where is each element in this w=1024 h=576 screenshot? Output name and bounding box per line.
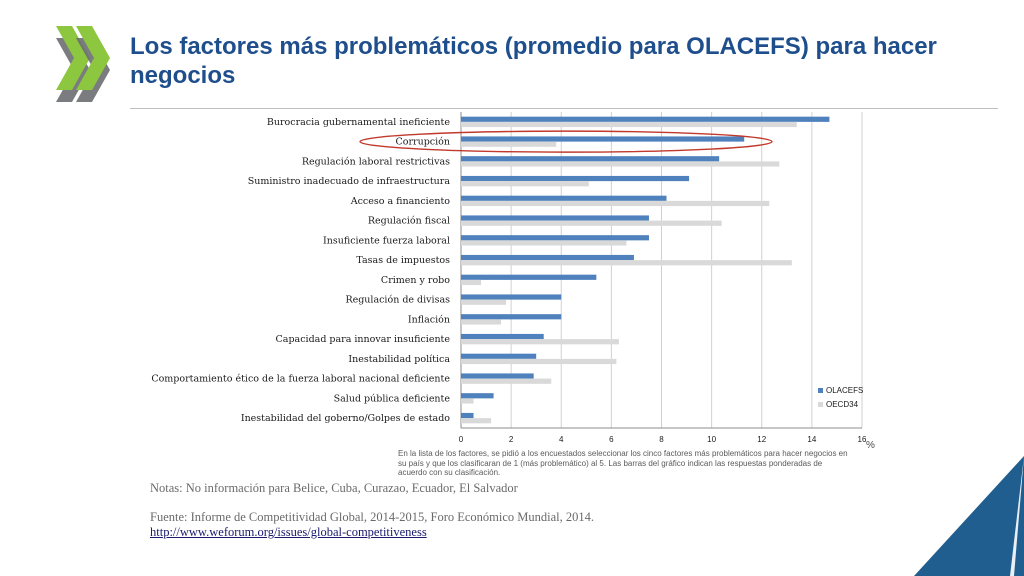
category-label: Inflación <box>408 314 450 325</box>
category-label: Tasas de impuestos <box>356 255 450 266</box>
bar-olacefs <box>461 195 667 201</box>
bar-oecd34 <box>461 339 619 345</box>
category-label: Inestabilidad del goberno/Golpes de esta… <box>241 413 450 424</box>
bar-oecd34 <box>461 121 797 128</box>
x-tick-label: 6 <box>609 435 614 444</box>
category-label: Comportamiento ético de la fuerza labora… <box>151 374 450 385</box>
category-label: Salud pública deficiente <box>334 393 451 404</box>
x-tick-label: 10 <box>707 435 716 444</box>
chart-footnote: En la lista de los factores, se pidió a … <box>398 449 848 478</box>
category-label: Insuficiente fuerza laboral <box>323 235 450 246</box>
bar-olacefs <box>461 254 634 261</box>
category-label: Inestabilidad política <box>348 354 450 365</box>
category-label: Crimen y robo <box>381 275 450 286</box>
page-title: Los factores más problemáticos (promedio… <box>130 33 937 89</box>
title-divider <box>130 108 998 109</box>
notes-block: Notas: No información para Belice, Cuba,… <box>150 481 850 540</box>
legend-swatch <box>818 402 823 407</box>
bar-olacefs <box>461 235 649 241</box>
category-label: Regulación fiscal <box>368 216 450 227</box>
category-label: Regulación de divisas <box>345 295 450 306</box>
bar-oecd34 <box>461 319 502 325</box>
bar-oecd34 <box>461 358 617 365</box>
corner-decoration <box>914 456 1024 576</box>
notes-text: Notas: No información para Belice, Cuba,… <box>150 481 518 495</box>
bar-olacefs <box>461 373 534 379</box>
x-tick-label: 4 <box>559 435 564 444</box>
x-tick-label: 2 <box>509 435 514 444</box>
legend-label: OECD34 <box>826 400 859 409</box>
legend-label: OLACEFS <box>826 386 863 395</box>
bar-olacefs <box>461 136 745 142</box>
x-tick-label: 8 <box>659 435 664 444</box>
logo-chevrons-icon <box>56 26 110 102</box>
bar-oecd34 <box>461 200 770 207</box>
legend-swatch <box>818 388 823 393</box>
bar-olacefs <box>461 156 720 162</box>
x-tick-label: 16 <box>858 435 867 444</box>
bar-oecd34 <box>461 260 792 266</box>
category-label: Burocracia gubernamental ineficiente <box>267 117 450 128</box>
bar-oecd34 <box>461 299 507 305</box>
category-label: Suministro inadecuado de infraestructura <box>248 176 451 187</box>
bar-oecd34 <box>461 279 482 286</box>
bar-oecd34 <box>461 141 557 147</box>
category-label: Corrupción <box>396 137 450 148</box>
x-tick-label: 14 <box>807 435 816 444</box>
bar-oecd34 <box>461 181 589 187</box>
bar-olacefs <box>461 274 597 280</box>
bar-olacefs <box>461 294 562 300</box>
source-link[interactable]: http://www.weforum.org/issues/global-com… <box>150 525 427 539</box>
bar-olacefs <box>461 215 649 221</box>
axis-unit-label: % <box>866 440 875 451</box>
category-label: Acceso a financiento <box>350 196 451 207</box>
bar-oecd34 <box>461 220 722 226</box>
highlight-ellipse <box>359 130 773 153</box>
bar-oecd34 <box>461 418 492 424</box>
bar-oecd34 <box>461 378 552 384</box>
bar-oecd34 <box>461 240 627 246</box>
category-label: Regulación laboral restrictivas <box>302 156 450 167</box>
x-tick-label: 0 <box>459 435 464 444</box>
source-text: Fuente: Informe de Competitividad Global… <box>150 510 595 524</box>
bar-oecd34 <box>461 398 474 404</box>
bar-olacefs <box>461 393 494 399</box>
x-tick-label: 12 <box>757 435 766 444</box>
bar-olacefs <box>461 314 562 320</box>
bar-olacefs <box>461 333 544 340</box>
category-label: Capacidad para innovar insuficiente <box>276 334 451 345</box>
bar-olacefs <box>461 353 537 359</box>
bar-olacefs <box>461 412 474 419</box>
bar-oecd34 <box>461 161 780 167</box>
bar-olacefs <box>461 175 690 182</box>
bar-olacefs <box>461 116 830 122</box>
